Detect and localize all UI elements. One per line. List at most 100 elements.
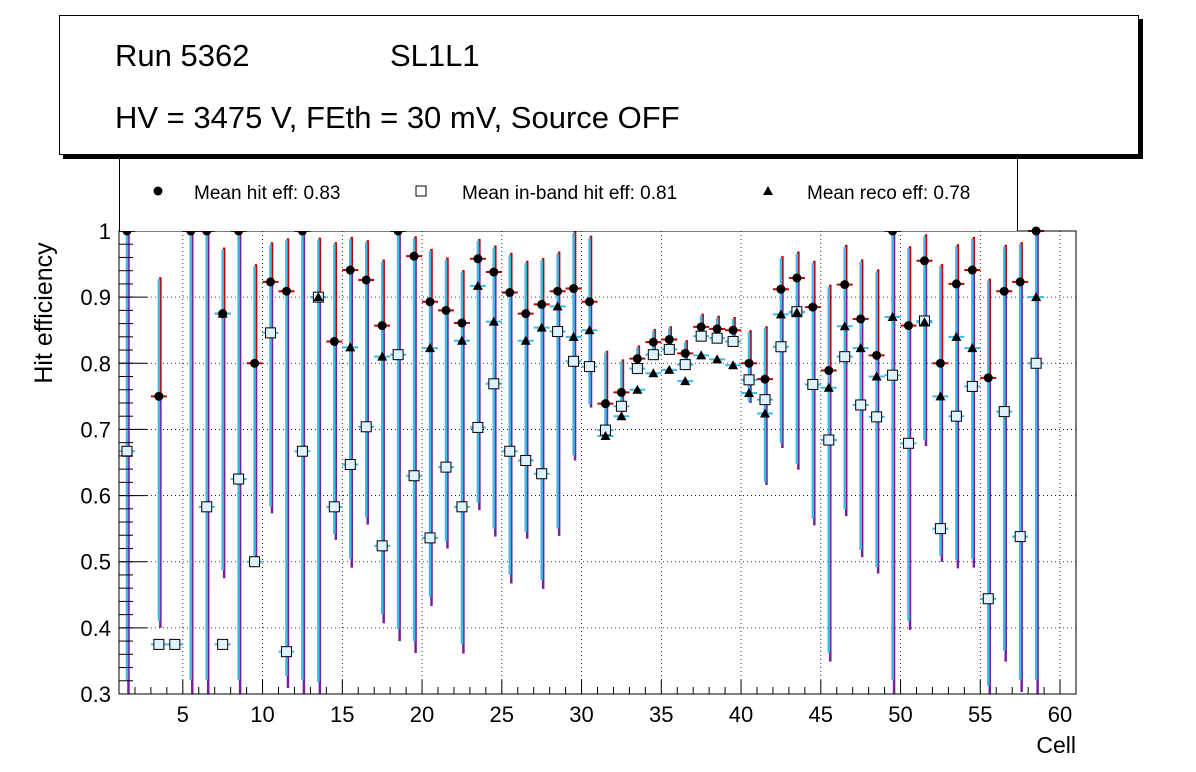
hit-eff-point (696, 322, 706, 332)
hit-eff-point (983, 373, 993, 383)
reco-eff-point (568, 331, 579, 341)
reco-eff-point (377, 351, 388, 361)
y-axis-label: Hit efficiency (30, 242, 58, 384)
y-tick-label: 1 (99, 219, 111, 244)
legend-label-reco-eff: Mean reco eff: 0.78 (807, 183, 971, 204)
hit-eff-point (345, 265, 355, 275)
reco-eff-point (791, 307, 802, 317)
inband-eff-point (871, 411, 883, 423)
inband-eff-point (376, 540, 388, 552)
hit-eff-point (808, 302, 818, 312)
reco-eff-point (935, 391, 946, 401)
run-number: Run 5362 (115, 38, 250, 73)
inband-eff-point (695, 330, 707, 342)
y-tick-label: 0.5 (80, 550, 111, 575)
x-tick-label: 50 (888, 702, 912, 727)
hit-eff-point (425, 297, 435, 307)
reco-eff-point (951, 331, 962, 341)
inband-eff-point (249, 556, 261, 568)
inband-eff-point (392, 349, 404, 361)
reco-eff-point (967, 343, 978, 353)
inband-eff-point (440, 461, 452, 473)
inband-eff-point (998, 406, 1010, 418)
hit-eff-point (967, 265, 977, 275)
x-tick-label: 30 (569, 702, 593, 727)
hit-eff-point (154, 391, 164, 401)
inband-eff-point (1014, 531, 1026, 543)
hit-eff-point (792, 273, 802, 283)
inband-eff-point (153, 638, 165, 650)
inband-eff-point (296, 445, 308, 457)
reco-eff-point (839, 321, 850, 331)
legend: Mean hit eff: 0.83 Mean in-band hit eff:… (119, 155, 1018, 231)
hit-eff-point (250, 358, 260, 368)
legend-marker-circle (151, 184, 165, 198)
hit-eff-point (505, 288, 515, 298)
hit-eff-point (489, 267, 499, 277)
reco-eff-point (313, 292, 324, 302)
reco-eff-point (855, 343, 866, 353)
hit-eff-point (728, 325, 738, 335)
reco-eff-point (1031, 292, 1042, 302)
reco-eff-point (472, 280, 483, 290)
reco-eff-point (871, 371, 882, 381)
hit-eff-point (537, 299, 547, 309)
x-axis-label: Cell (1036, 732, 1076, 758)
legend-marker-square (414, 184, 428, 198)
reco-eff-point (664, 364, 675, 374)
inband-eff-point (966, 380, 978, 392)
inband-eff-point (903, 437, 915, 449)
hit-eff-point (951, 279, 961, 289)
hit-eff-point (776, 284, 786, 294)
hit-eff-point (600, 399, 610, 409)
reco-eff-point (696, 350, 707, 360)
reco-eff-point (823, 382, 834, 392)
hit-eff-point (266, 277, 276, 287)
x-tick-label: 45 (809, 702, 833, 727)
reco-eff-point (887, 311, 898, 321)
hit-eff-point (872, 350, 882, 360)
hit-eff-point (616, 387, 626, 397)
hit-eff-point (760, 374, 770, 384)
inband-eff-point (169, 638, 181, 650)
hit-eff-point (569, 284, 579, 294)
run-conditions: HV = 3475 V, FEth = 30 mV, Source OFF (115, 100, 680, 135)
reco-eff-point (728, 360, 739, 370)
y-tick-label: 0.4 (80, 616, 111, 641)
inband-eff-point (328, 501, 340, 513)
reco-eff-point (552, 301, 563, 311)
inband-eff-point (982, 593, 994, 605)
x-tick-label: 55 (968, 702, 992, 727)
hit-eff-point (585, 297, 595, 307)
x-tick-label: 20 (410, 702, 434, 727)
inband-eff-point (615, 400, 627, 412)
inband-eff-point (934, 523, 946, 535)
reco-eff-point (775, 309, 786, 319)
inband-eff-point (552, 326, 564, 338)
reco-eff-point (919, 317, 930, 327)
reco-eff-point (632, 384, 643, 394)
legend-label-hit-eff: Mean hit eff: 0.83 (194, 183, 341, 204)
reco-eff-point (456, 335, 467, 345)
inband-eff-point (568, 355, 580, 367)
reco-eff-point (520, 335, 531, 345)
reco-eff-point (488, 316, 499, 326)
inband-eff-point (472, 421, 484, 433)
inband-eff-point (855, 399, 867, 411)
hit-eff-point (329, 336, 339, 346)
inband-eff-point (631, 363, 643, 375)
inband-eff-point (807, 378, 819, 390)
inband-eff-point (456, 501, 468, 513)
inband-eff-point (233, 473, 245, 485)
reco-eff-point (584, 325, 595, 335)
inband-eff-point (280, 646, 292, 658)
hit-eff-point (824, 366, 834, 376)
inband-eff-point (743, 374, 755, 386)
inband-eff-point (504, 445, 516, 457)
inband-eff-point (727, 335, 739, 347)
inband-eff-point (265, 327, 277, 339)
reco-eff-point (217, 308, 228, 318)
inband-eff-point (344, 458, 356, 470)
x-tick-label: 15 (330, 702, 354, 727)
